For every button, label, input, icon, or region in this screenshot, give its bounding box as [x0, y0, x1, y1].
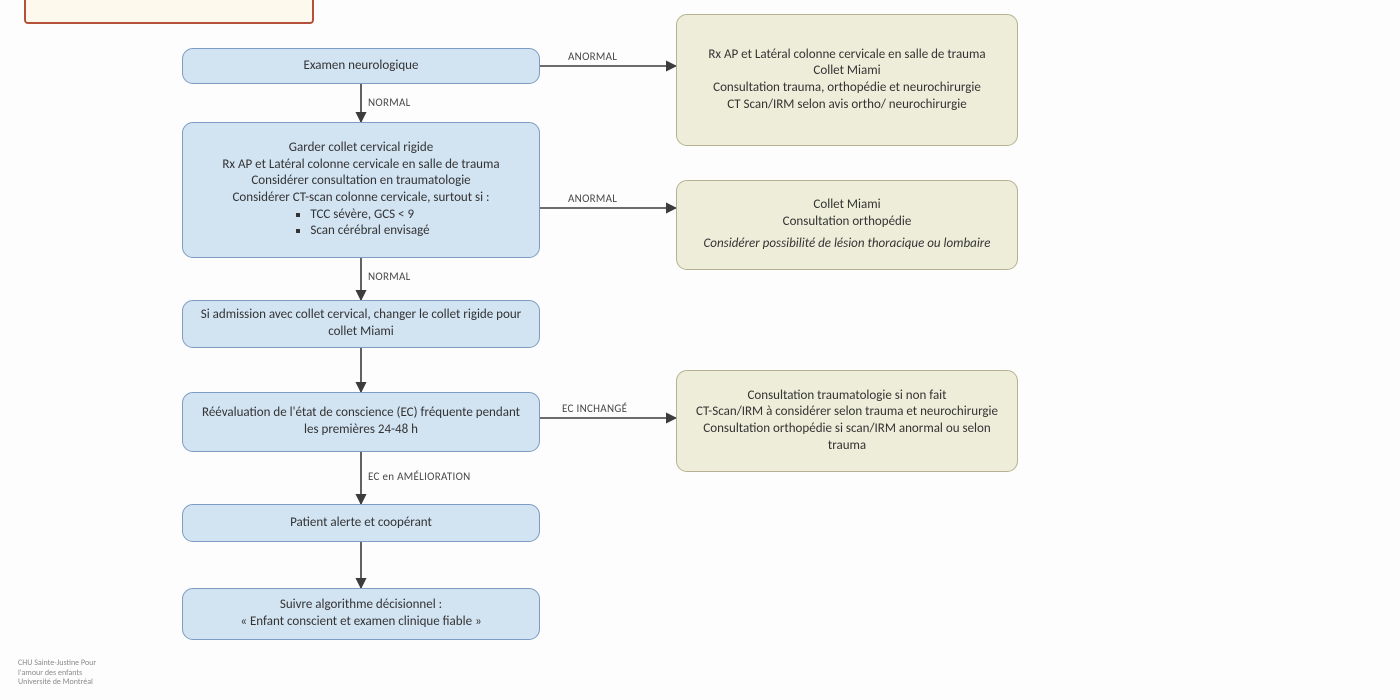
node-text: Réévaluation de l'état de conscience (EC… [197, 405, 525, 438]
node-text: Consultation trauma, orthopédie et neuro… [713, 80, 981, 97]
node-text: CT Scan/IRM selon avis ortho/ neurochiru… [727, 97, 966, 114]
node-text: CT-Scan/IRM à considérer selon trauma et… [696, 404, 998, 421]
flowchart-node-r2: Collet MiamiConsultation orthopédie Consi… [676, 180, 1018, 270]
node-text: Patient alerte et coopérant [290, 515, 432, 532]
edge-label: NORMAL [368, 96, 411, 109]
node-text: Consultation orthopédie [783, 214, 912, 231]
node-text: Consultation orthopédie si scan/IRM anor… [691, 421, 1003, 454]
flowchart-node-n3: Si admission avec collet cervical, chang… [182, 300, 540, 348]
node-text: « Enfant conscient et examen clinique fi… [240, 614, 481, 631]
node-bullet: TCC sévère, GCS < 9 [310, 207, 429, 224]
node-text: Examen neurologique [304, 58, 419, 75]
edge-label: ANORMAL [568, 192, 617, 205]
node-text: Rx AP et Latéral colonne cervicale en sa… [222, 157, 499, 174]
edge-label: NORMAL [368, 270, 411, 283]
flowchart-node-r3: Consultation traumatologie si non faitCT… [676, 370, 1018, 472]
node-text: Considérer CT-scan colonne cervicale, su… [232, 190, 489, 207]
edge-label: EC en AMÉLIORATION [368, 470, 471, 483]
flowchart-node-n1: Examen neurologique [182, 48, 540, 84]
edge-label: ANORMAL [568, 50, 617, 63]
node-text: Collet Miami [813, 63, 880, 80]
flowchart-node-n4: Réévaluation de l'état de conscience (EC… [182, 392, 540, 452]
node-text: Rx AP et Latéral colonne cervicale en sa… [708, 47, 985, 64]
node-bullet: Scan cérébral envisagé [310, 223, 429, 240]
node-text: Garder collet cervical rigide [289, 140, 433, 157]
node-bullets: TCC sévère, GCS < 9Scan cérébral envisag… [292, 207, 429, 240]
node-text: Collet Miami [813, 197, 880, 214]
flowchart-node-n2: Garder collet cervical rigideRx AP et La… [182, 122, 540, 258]
flowchart-node-r1: Rx AP et Latéral colonne cervicale en sa… [676, 14, 1018, 146]
flowchart-node-n5: Patient alerte et coopérant [182, 504, 540, 542]
node-text: Si admission avec collet cervical, chang… [197, 307, 525, 340]
flowchart-node-n6: Suivre algorithme décisionnel :« Enfant … [182, 588, 540, 640]
node-text: Suivre algorithme décisionnel : [280, 597, 442, 614]
footer-text: CHU Sainte-Justine Pour l'amour des enfa… [18, 658, 96, 687]
footer-logos: CHU Sainte-Justine Pour l'amour des enfa… [18, 659, 98, 688]
node-text: Consultation traumatologie si non fait [747, 388, 946, 405]
node-text-italic: Considérer possibilité de lésion thoraci… [704, 236, 991, 253]
node-text: Considérer consultation en traumatologie [251, 173, 470, 190]
edge-label: EC INCHANGÉ [562, 402, 627, 415]
